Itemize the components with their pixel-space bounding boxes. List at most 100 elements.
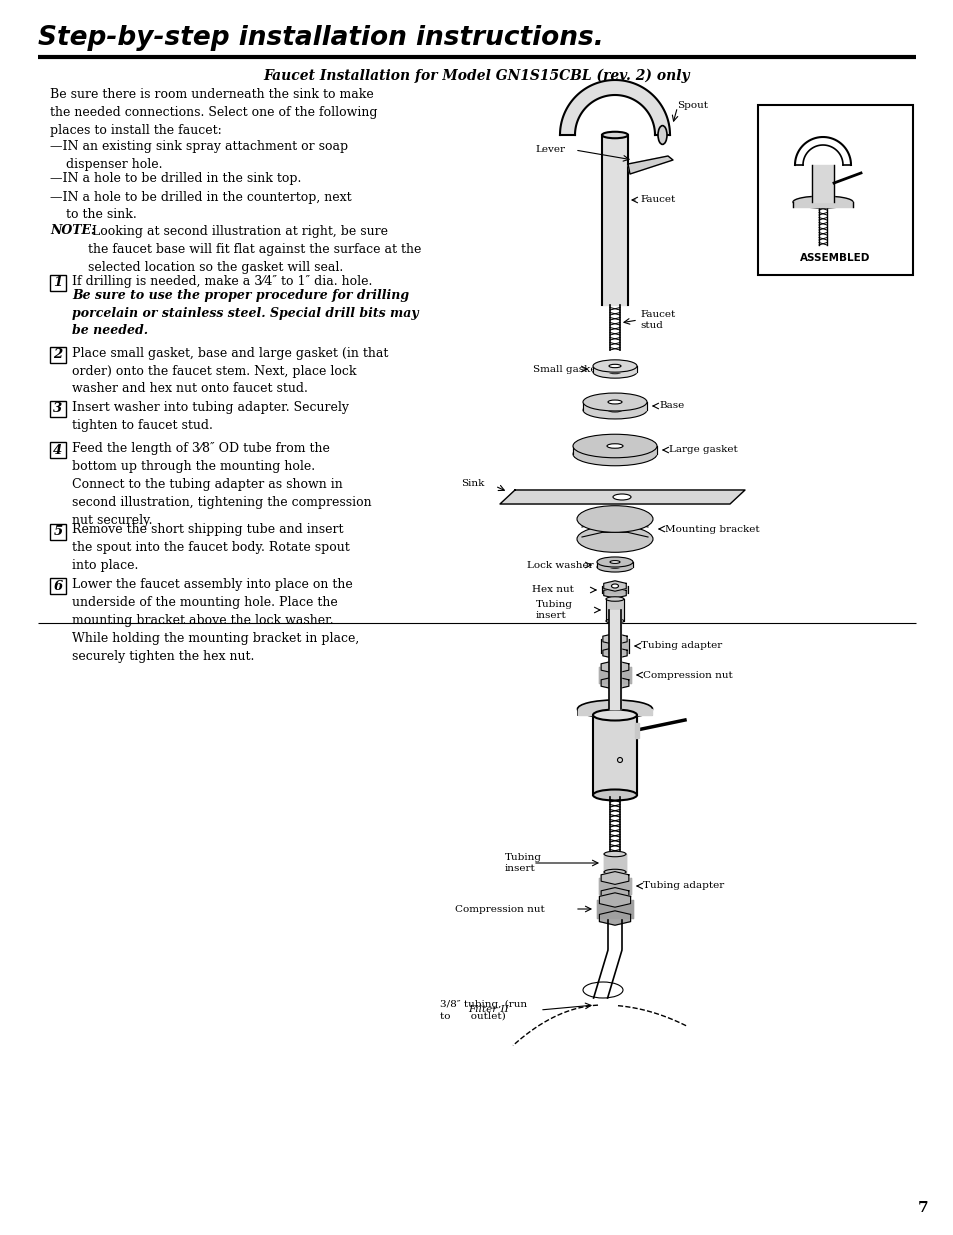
Text: Feed the length of 3⁄8″ OD tube from the
bottom up through the mounting hole.
Co: Feed the length of 3⁄8″ OD tube from the… (71, 442, 372, 527)
Bar (50, 401, 66, 417)
Polygon shape (573, 446, 657, 454)
Text: 7: 7 (917, 1200, 927, 1215)
Text: Faucet
stud: Faucet stud (639, 310, 675, 330)
Ellipse shape (611, 584, 618, 588)
Ellipse shape (613, 494, 630, 500)
Polygon shape (593, 715, 637, 795)
Ellipse shape (608, 364, 620, 368)
Text: 5: 5 (53, 525, 63, 538)
Ellipse shape (606, 443, 622, 448)
Text: Small gasket: Small gasket (533, 364, 600, 373)
Polygon shape (608, 610, 620, 709)
Text: If drilling is needed, make a 3⁄4″ to 1″ dia. hole.: If drilling is needed, make a 3⁄4″ to 1″… (71, 274, 372, 288)
Text: Base: Base (659, 401, 683, 410)
Ellipse shape (582, 401, 646, 419)
Bar (50, 274, 66, 290)
Ellipse shape (609, 527, 619, 531)
Bar (50, 347, 66, 363)
Text: Tubing
insert: Tubing insert (536, 600, 573, 620)
Ellipse shape (792, 196, 852, 207)
Text: Remove the short shipping tube and insert
the spout into the faucet body. Rotate: Remove the short shipping tube and inser… (71, 524, 350, 573)
Text: Tubing adapter: Tubing adapter (640, 641, 721, 651)
Polygon shape (499, 490, 744, 504)
Polygon shape (598, 910, 630, 925)
Text: Be sure to use the proper procedure for drilling
porcelain or stainless steel. S: Be sure to use the proper procedure for … (71, 289, 418, 337)
Polygon shape (598, 667, 630, 683)
Ellipse shape (607, 408, 621, 412)
Polygon shape (635, 722, 639, 739)
Polygon shape (602, 647, 626, 658)
Polygon shape (578, 709, 651, 715)
Polygon shape (600, 872, 628, 884)
Polygon shape (600, 638, 628, 653)
Polygon shape (602, 634, 626, 645)
Bar (50, 442, 66, 458)
Text: Hex nut: Hex nut (532, 585, 574, 594)
Ellipse shape (597, 562, 633, 572)
Text: 2: 2 (53, 348, 63, 361)
Ellipse shape (593, 366, 637, 378)
Bar (50, 524, 66, 540)
Text: ASSEMBLED: ASSEMBLED (800, 253, 870, 263)
Text: Lock washer: Lock washer (526, 561, 593, 569)
Polygon shape (603, 588, 625, 598)
Polygon shape (597, 900, 633, 918)
Ellipse shape (609, 566, 619, 568)
Text: Filter II: Filter II (468, 1004, 508, 1014)
Ellipse shape (577, 700, 652, 718)
Text: Faucet Installation for Model GN1S15CBL (rev. 2) only: Faucet Installation for Model GN1S15CBL … (263, 69, 690, 84)
Text: 3: 3 (53, 403, 63, 415)
Text: Mounting bracket: Mounting bracket (664, 525, 759, 534)
Polygon shape (600, 677, 628, 689)
Ellipse shape (608, 370, 620, 374)
Polygon shape (582, 403, 646, 410)
Ellipse shape (573, 435, 657, 458)
Polygon shape (792, 203, 852, 207)
Text: Insert washer into tubing adapter. Securely
tighten to faucet stud.: Insert washer into tubing adapter. Secur… (71, 401, 349, 432)
Text: 4: 4 (53, 443, 63, 457)
Text: 6: 6 (53, 579, 63, 593)
Text: —IN a hole to be drilled in the sink top.: —IN a hole to be drilled in the sink top… (50, 172, 301, 185)
Ellipse shape (573, 442, 657, 466)
Ellipse shape (603, 869, 625, 874)
Text: Tubing
insert: Tubing insert (504, 853, 541, 873)
Text: Lever: Lever (535, 146, 564, 154)
Text: Place small gasket, base and large gasket (in that
order) onto the faucet stem. : Place small gasket, base and large gaske… (71, 347, 388, 395)
Ellipse shape (658, 126, 666, 144)
Ellipse shape (606, 452, 622, 456)
Polygon shape (627, 156, 672, 174)
Bar (758, 105, 912, 275)
Polygon shape (593, 366, 637, 372)
Ellipse shape (582, 393, 646, 411)
Bar (50, 578, 66, 594)
Polygon shape (597, 562, 633, 567)
Text: Compression nut: Compression nut (642, 671, 732, 679)
Polygon shape (603, 580, 625, 592)
Text: —IN a hole to be drilled in the countertop, next
    to the sink.: —IN a hole to be drilled in the countert… (50, 190, 352, 221)
Polygon shape (601, 585, 627, 593)
Text: Tubing adapter: Tubing adapter (642, 882, 723, 890)
Text: 1: 1 (53, 275, 63, 289)
Ellipse shape (577, 505, 652, 532)
Ellipse shape (593, 359, 637, 372)
Polygon shape (600, 661, 628, 673)
Text: Sink: Sink (461, 479, 484, 489)
Polygon shape (605, 599, 623, 621)
Ellipse shape (605, 619, 623, 624)
Ellipse shape (597, 557, 633, 567)
Polygon shape (811, 165, 833, 203)
Polygon shape (559, 80, 669, 135)
Ellipse shape (601, 132, 627, 138)
Ellipse shape (609, 561, 619, 563)
Text: Compression nut: Compression nut (455, 904, 544, 914)
Ellipse shape (607, 400, 621, 404)
Text: NOTE:: NOTE: (50, 225, 95, 237)
Text: Be sure there is room underneath the sink to make
the needed connections. Select: Be sure there is room underneath the sin… (50, 88, 377, 137)
Polygon shape (600, 888, 628, 900)
Ellipse shape (605, 597, 623, 601)
Text: 3/8″ tubing, (run
to         outlet): 3/8″ tubing, (run to outlet) (439, 1000, 527, 1020)
Polygon shape (598, 893, 630, 908)
Polygon shape (603, 853, 625, 872)
Text: Large gasket: Large gasket (668, 446, 737, 454)
Text: Looking at second illustration at right, be sure
the faucet base will fit flat a: Looking at second illustration at right,… (88, 225, 421, 273)
